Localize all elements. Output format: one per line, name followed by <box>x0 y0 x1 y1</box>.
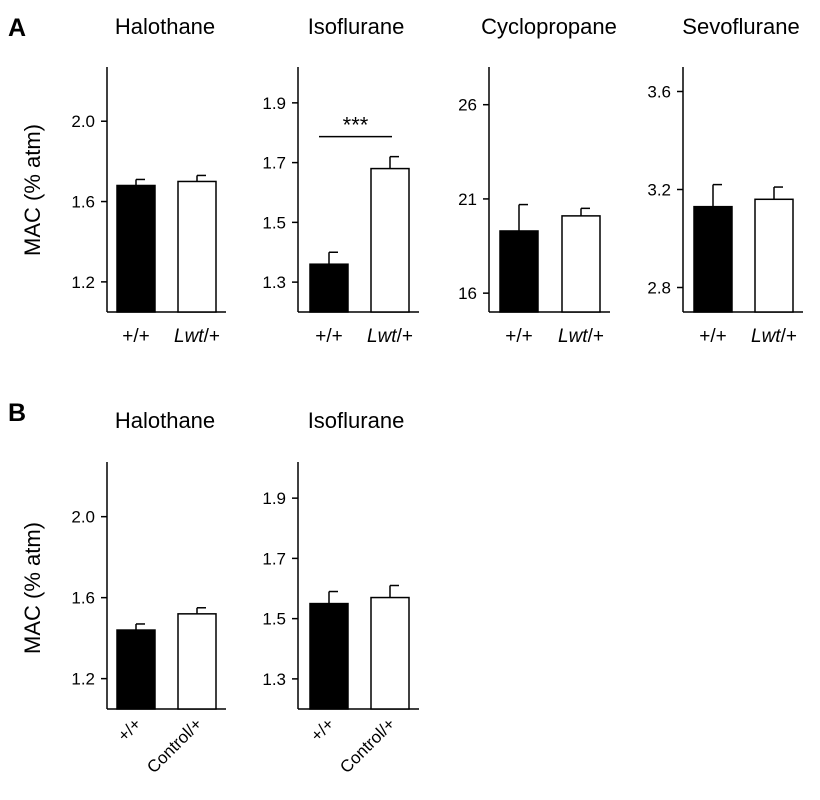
y-tick-label-a-halothane: 1.2 <box>71 273 95 292</box>
y-tick-label-a-sevoflurane: 3.6 <box>647 83 671 102</box>
bar-b-halothane-1 <box>177 613 217 710</box>
category-label-a-cyclopropane-1: Lwt/+ <box>558 326 604 347</box>
chart-1: Isoflurane 1.3 1.5 1.7 1.9 +/+ Lwt/+ *** <box>262 14 419 347</box>
category-label-b-isoflurane-0: +/+ <box>307 714 338 745</box>
chart-5: Isoflurane 1.3 1.5 1.7 1.9 +/+Control/+ <box>262 408 419 777</box>
y-tick-label-b-halothane: 2.0 <box>71 508 95 527</box>
bar-a-cyclopropane-1 <box>561 215 601 313</box>
y-tick-label-a-sevoflurane: 3.2 <box>647 181 671 200</box>
y-tick-label-a-cyclopropane: 16 <box>458 284 477 303</box>
category-label-a-isoflurane-1: Lwt/+ <box>367 326 413 347</box>
bar-a-isoflurane-0 <box>309 263 349 313</box>
y-tick-label-a-isoflurane: 1.3 <box>262 273 286 292</box>
y-tick-label-b-isoflurane: 1.9 <box>262 489 286 508</box>
significance-label-a-isoflurane: *** <box>343 113 369 138</box>
y-tick-label-a-sevoflurane: 2.8 <box>647 279 671 298</box>
y-tick-label-b-halothane: 1.2 <box>71 670 95 689</box>
y-tick-label-b-isoflurane: 1.3 <box>262 670 286 689</box>
category-label-a-cyclopropane-0: +/+ <box>505 326 532 347</box>
chart-3: Sevoflurane 2.8 3.2 3.6 +/+ Lwt/+ <box>647 14 803 347</box>
category-label-a-sevoflurane-1: Lwt/+ <box>751 326 797 347</box>
bar-b-halothane-0 <box>116 629 156 710</box>
chart-title-b-halothane: Halothane <box>115 408 215 433</box>
bar-b-isoflurane-0 <box>309 602 349 710</box>
chart-title-a-sevoflurane: Sevoflurane <box>682 14 799 39</box>
category-label-b-isoflurane-1: Control/+ <box>336 714 399 777</box>
y-axis-label-a: MAC (% atm) <box>20 124 45 256</box>
y-tick-label-a-cyclopropane: 21 <box>458 190 477 209</box>
y-tick-label-a-halothane: 1.6 <box>71 193 95 212</box>
category-label-a-halothane-0: +/+ <box>122 326 149 347</box>
category-label-b-halothane-1: Control/+ <box>143 714 206 777</box>
category-label-b-halothane-0: +/+ <box>114 714 145 745</box>
chart-title-a-cyclopropane: Cyclopropane <box>481 14 617 39</box>
y-tick-label-b-halothane: 1.6 <box>71 589 95 608</box>
y-tick-label-a-halothane: 2.0 <box>71 112 95 131</box>
category-label-a-sevoflurane-0: +/+ <box>699 326 726 347</box>
chart-title-a-halothane: Halothane <box>115 14 215 39</box>
bar-a-halothane-0 <box>116 184 156 313</box>
category-label-a-halothane-1: Lwt/+ <box>174 326 220 347</box>
y-tick-label-a-isoflurane: 1.7 <box>262 154 286 173</box>
chart-title-b-isoflurane: Isoflurane <box>308 408 405 433</box>
chart-4: Halothane 1.2 1.6 2.0 +/+Control/+ <box>71 408 226 777</box>
bar-a-sevoflurane-0 <box>693 205 733 313</box>
bar-a-isoflurane-1 <box>370 167 410 313</box>
chart-2: Cyclopropane 16 21 26 +/+ Lwt/+ <box>458 14 617 347</box>
chart-0: Halothane 1.2 1.6 2.0 +/+ Lwt/+ <box>71 14 226 347</box>
y-tick-label-a-isoflurane: 1.9 <box>262 94 286 113</box>
y-tick-label-a-isoflurane: 1.5 <box>262 213 286 232</box>
chart-title-a-isoflurane: Isoflurane <box>308 14 405 39</box>
panel-letter-a: A <box>8 14 26 42</box>
y-tick-label-b-isoflurane: 1.7 <box>262 549 286 568</box>
bar-a-halothane-1 <box>177 180 217 313</box>
y-tick-label-a-cyclopropane: 26 <box>458 96 477 115</box>
charts-layer: Halothane 1.2 1.6 2.0 +/+ Lwt/+ Isoflurane 1.3 1… <box>71 14 803 777</box>
category-label-a-isoflurane-0: +/+ <box>315 326 342 347</box>
y-axis-label-b: MAC (% atm) <box>20 522 45 654</box>
y-tick-label-b-isoflurane: 1.5 <box>262 610 286 629</box>
bar-b-isoflurane-1 <box>370 596 410 710</box>
panel-letter-b: B <box>8 399 26 427</box>
bar-a-cyclopropane-0 <box>499 230 539 313</box>
bar-a-sevoflurane-1 <box>754 198 794 313</box>
